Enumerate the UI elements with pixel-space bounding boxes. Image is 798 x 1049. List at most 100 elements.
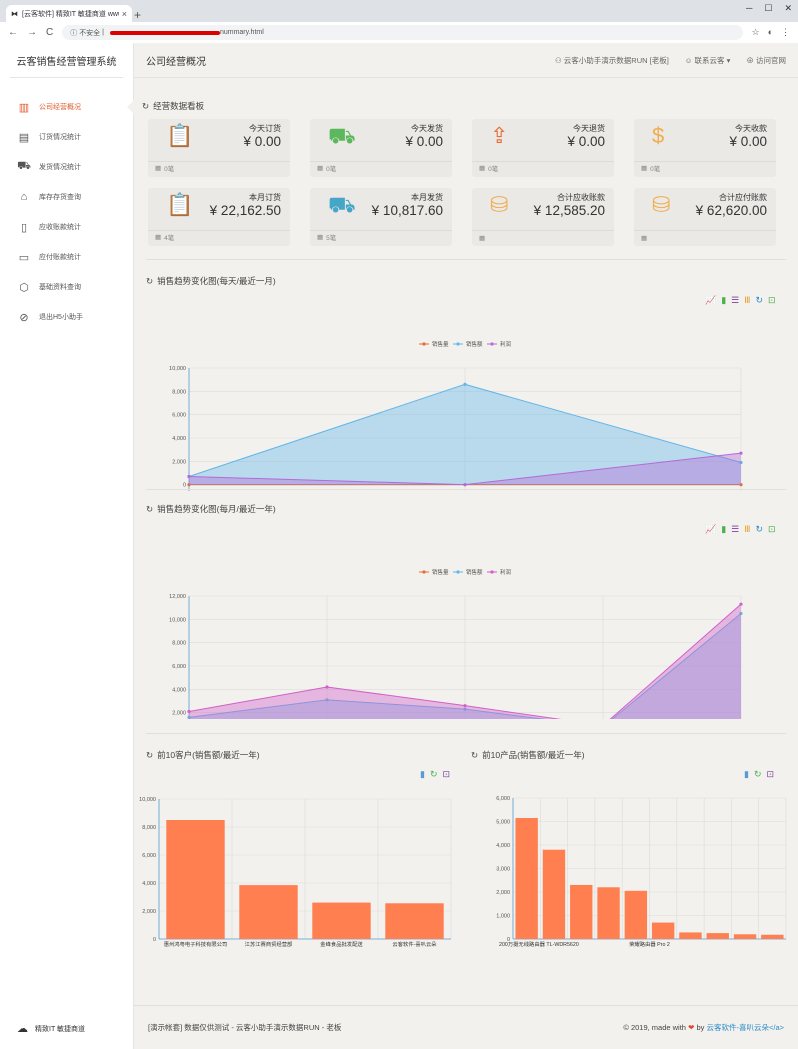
- reload-icon[interactable]: C: [46, 27, 54, 38]
- y-tick-label: 4,000: [496, 843, 510, 849]
- y-tick-label: 2,000: [172, 711, 186, 717]
- stack-icon[interactable]: ☰: [731, 295, 740, 305]
- sidebar-item-0[interactable]: ▥ 公司经营概况: [0, 92, 134, 122]
- forward-icon[interactable]: →: [27, 27, 37, 38]
- y-tick-label: 4,000: [172, 687, 186, 693]
- minimize-icon[interactable]: ─: [745, 3, 753, 13]
- legend-label: 销售额: [466, 568, 483, 576]
- chart-grid: 02,0004,0006,0008,00010,00012,0002018-12…: [169, 594, 742, 719]
- bar-chart-icon[interactable]: ▮: [721, 295, 727, 305]
- browser-toolbar: ← → C ⓘ 不安全 | nummary.html ☆ ◐ ⋮: [0, 22, 798, 43]
- legend-label: 销售量: [432, 340, 449, 348]
- card-divider: [310, 161, 452, 162]
- user-menu[interactable]: ⚇ 云客小助手演示数据RUN [老板]: [555, 55, 669, 66]
- sidebar-item-4[interactable]: ▯ 应收账款统计: [0, 212, 133, 242]
- monthly-chart-title-text: 销售趋势变化图(每月/最近一年): [157, 504, 276, 514]
- browser-tab[interactable]: ⧓ [云客软件] 精致IT 敏捷商道 www. ×: [6, 5, 132, 22]
- sidebar-item-label: 公司经营概况: [39, 104, 81, 111]
- star-icon[interactable]: ☆: [751, 27, 760, 37]
- restore-icon[interactable]: ↻: [753, 769, 762, 779]
- data-point: [187, 709, 191, 714]
- menu-icon[interactable]: ⋮: [781, 27, 790, 37]
- restore-icon[interactable]: ↻: [755, 295, 764, 305]
- kpi-card[interactable]: 📋 本月订货 ¥ 22,162.50 ▦ 4笔: [148, 188, 290, 246]
- kpi-value: ¥ 0.00: [243, 134, 281, 149]
- series-area: [189, 613, 741, 719]
- kpi-value: ¥ 22,162.50: [209, 203, 281, 218]
- footer-link[interactable]: 云客软件-喜叭云朵</a>: [706, 1023, 784, 1032]
- tiled-icon[interactable]: Ⅲ: [744, 295, 751, 305]
- sidebar-item-1[interactable]: ▤ 订货情况统计: [0, 122, 133, 152]
- stack-icon[interactable]: ☰: [731, 524, 740, 534]
- save-image-icon[interactable]: ⊡: [768, 524, 776, 534]
- kpi-card[interactable]: ⛟ 今天发货 ¥ 0.00 ▦ 0笔: [310, 119, 452, 177]
- series-area: [189, 384, 741, 485]
- clipboard-icon: 📋: [166, 123, 194, 148]
- save-image-icon[interactable]: ⊡: [442, 769, 451, 779]
- bar: [706, 933, 729, 939]
- data-point: [739, 602, 743, 606]
- sidebar-item-2[interactable]: ⛟ 发货情况统计: [0, 152, 133, 182]
- kpi-card[interactable]: 📋 今天订货 ¥ 0.00 ▦ 0笔: [148, 119, 290, 177]
- ban-icon: ⊘: [19, 311, 29, 324]
- kpi-label: 今天发货: [411, 124, 443, 133]
- sidebar-item-label: 基础资料查询: [39, 284, 81, 291]
- bar-chart-icon[interactable]: ▮: [744, 769, 749, 779]
- legend-marker: [422, 570, 426, 574]
- card-divider: [634, 230, 776, 231]
- kpi-card[interactable]: ⛁ 合计应收账款 ¥ 12,585.20 ▦: [472, 188, 614, 246]
- kpi-label: 合计应付账款: [719, 193, 767, 202]
- sidebar-item-7[interactable]: ⊘ 退出H5小助手: [0, 302, 133, 332]
- calendar-icon: ▦: [317, 165, 324, 172]
- kpi-value: ¥ 0.00: [567, 134, 605, 149]
- close-window-icon[interactable]: ✕: [784, 3, 792, 13]
- kpi-card[interactable]: ⛟ 本月发货 ¥ 10,817.60 ▦ 5笔: [310, 188, 452, 246]
- top-bar: 公司经营概况 ⚇ 云客小助手演示数据RUN [老板] ☺ 联系云客 ▾ ⊕ 访问…: [134, 43, 798, 78]
- line-chart-icon[interactable]: 📈: [705, 524, 717, 534]
- sidebar-item-5[interactable]: ▭ 应付账款统计: [0, 242, 133, 272]
- home-icon: ⌂: [20, 191, 28, 203]
- address-bar[interactable]: ⓘ 不安全 | nummary.html: [62, 25, 744, 40]
- website-label: 访问官网: [756, 55, 786, 65]
- extension-icon[interactable]: ◐: [767, 27, 773, 37]
- sidebar-item-3[interactable]: ⌂ 库存存货查询: [0, 182, 133, 212]
- new-tab-icon[interactable]: +: [134, 8, 142, 22]
- calendar-icon: ▦: [641, 235, 648, 242]
- restore-icon[interactable]: ↻: [429, 769, 438, 779]
- back-icon[interactable]: ←: [8, 27, 18, 38]
- calendar-icon: ▦: [479, 165, 486, 172]
- kpi-count: 0笔: [488, 166, 499, 173]
- legend-label: 利润: [500, 568, 512, 576]
- y-tick-label: 6,000: [172, 664, 186, 670]
- website-link[interactable]: ⊕ 访问官网: [746, 55, 786, 66]
- kpi-card[interactable]: ⛁ 合计应付账款 ¥ 62,620.00 ▦: [634, 188, 776, 246]
- browser-chrome: ⧓ [云客软件] 精致IT 敏捷商道 www. × + ─ ☐ ✕ ← → C …: [0, 0, 798, 43]
- kpi-footer: ▦: [479, 234, 488, 242]
- bar-chart-icon[interactable]: ▮: [721, 524, 727, 534]
- x-tick-label: 江苏江赛商贸经营部: [245, 940, 293, 948]
- data-point: [739, 611, 743, 616]
- save-image-icon[interactable]: ⊡: [766, 769, 775, 779]
- maximize-icon[interactable]: ☐: [764, 3, 773, 13]
- bar-chart-icon[interactable]: ▮: [420, 769, 425, 779]
- kpi-count: 0笔: [650, 166, 661, 173]
- y-tick-label: 4,000: [142, 881, 156, 887]
- cube-icon: ⬡: [19, 281, 29, 294]
- y-tick-label: 8,000: [172, 641, 186, 647]
- kpi-card[interactable]: $ 今天收款 ¥ 0.00 ▦ 0笔: [634, 119, 776, 177]
- tab-close-icon[interactable]: ×: [121, 8, 127, 19]
- footer-left: [演示帐套] 数据仅供测试 - 云客小助手演示数据RUN - 老板: [148, 1023, 342, 1032]
- contact-menu[interactable]: ☺ 联系云客 ▾: [685, 55, 731, 66]
- y-tick-label: 10,000: [169, 366, 186, 372]
- calendar-icon: ▦: [641, 165, 648, 172]
- line-chart-icon[interactable]: 📈: [705, 295, 717, 305]
- save-image-icon[interactable]: ⊡: [768, 295, 776, 305]
- clipboard-icon: 📋: [166, 192, 194, 217]
- tiled-icon[interactable]: Ⅲ: [744, 524, 751, 534]
- card-divider: [634, 161, 776, 162]
- truck-icon: ⛟: [328, 123, 356, 148]
- truck-icon: ⛟: [328, 192, 356, 217]
- restore-icon[interactable]: ↻: [755, 524, 764, 534]
- sidebar-item-6[interactable]: ⬡ 基础资料查询: [0, 272, 133, 302]
- kpi-card[interactable]: ⇪ 今天退货 ¥ 0.00 ▦ 0笔: [472, 119, 614, 177]
